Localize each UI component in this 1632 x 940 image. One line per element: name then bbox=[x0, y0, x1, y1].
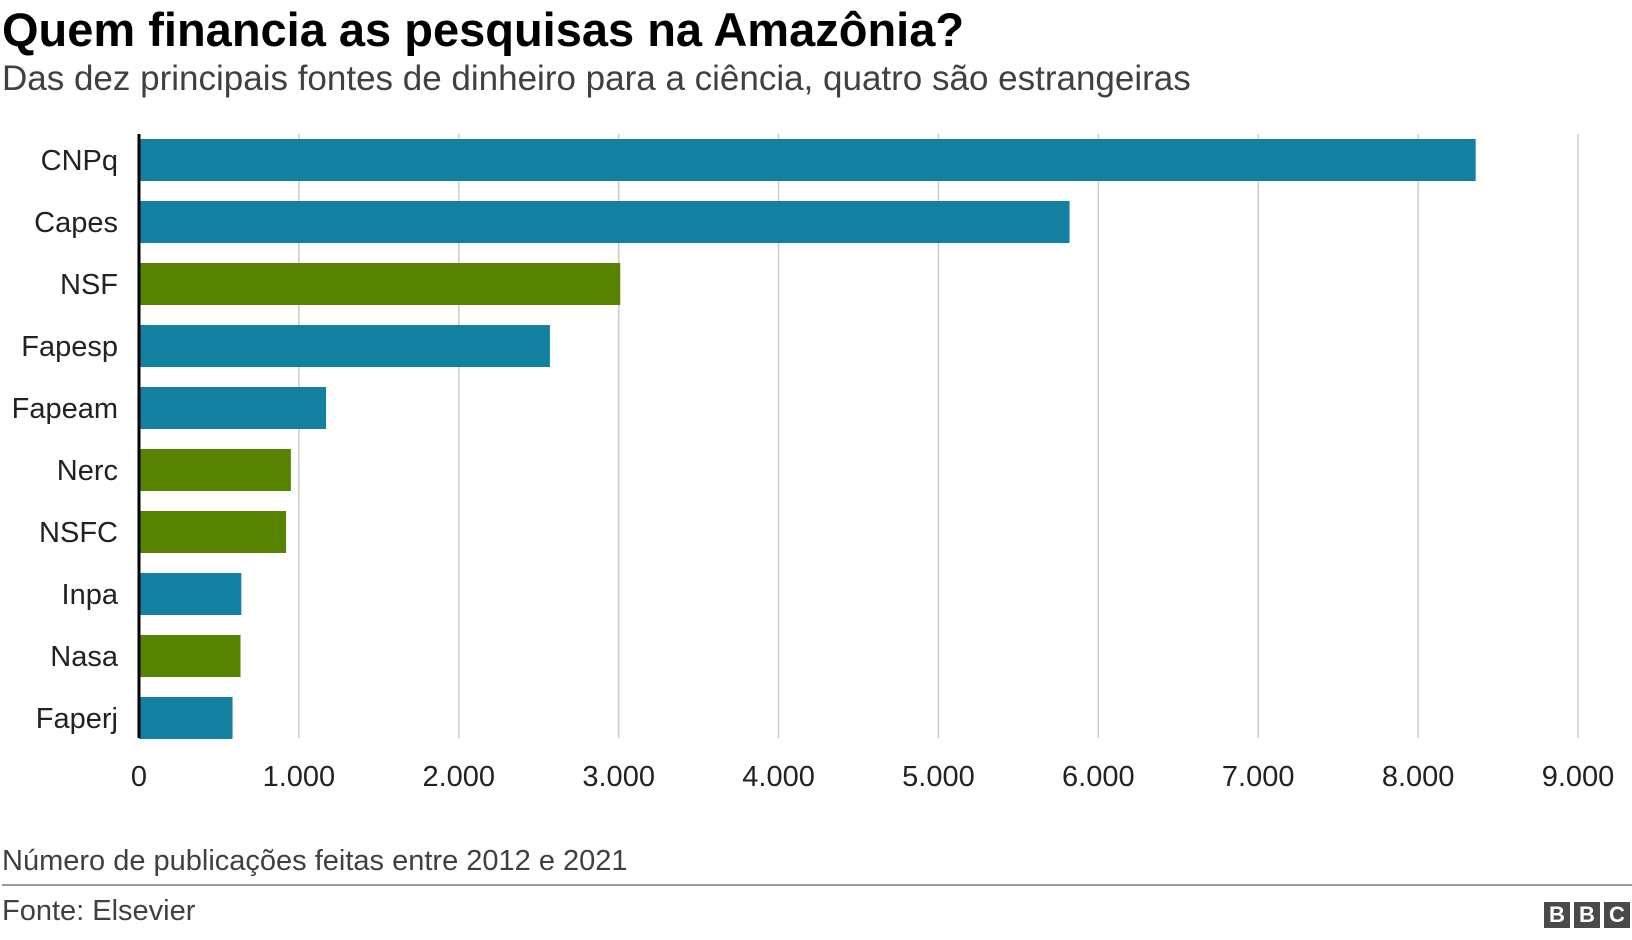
bar-fapeam bbox=[139, 387, 327, 429]
category-label-nsfc: NSFC bbox=[39, 517, 118, 549]
logo-letter-c: C bbox=[1604, 902, 1630, 928]
x-tick-label-5: 5.000 bbox=[902, 761, 975, 793]
bar-cnpq bbox=[139, 139, 1476, 181]
x-tick-label-1: 1.000 bbox=[263, 761, 336, 793]
logo-letter-b2: B bbox=[1574, 902, 1600, 928]
bar-faperj bbox=[139, 697, 233, 739]
bar-nsfc bbox=[139, 511, 287, 553]
x-tick-label-6: 6.000 bbox=[1062, 761, 1135, 793]
bar-nasa bbox=[139, 635, 241, 677]
x-tick-label-9: 9.000 bbox=[1542, 761, 1615, 793]
chart-subtitle: Das dez principais fontes de dinheiro pa… bbox=[2, 59, 1191, 98]
bar-nerc bbox=[139, 449, 291, 491]
category-label-fapeam: Fapeam bbox=[12, 393, 118, 425]
bbc-logo: B B C bbox=[1544, 902, 1630, 928]
category-label-cnpq: CNPq bbox=[41, 145, 118, 177]
category-label-capes: Capes bbox=[34, 207, 118, 239]
category-label-fapesp: Fapesp bbox=[21, 331, 118, 363]
chart-footnote: Número de publicações feitas entre 2012 … bbox=[2, 845, 628, 877]
category-label-faperj: Faperj bbox=[36, 703, 118, 735]
x-tick-label-3: 3.000 bbox=[582, 761, 655, 793]
footer-divider bbox=[2, 884, 1632, 886]
x-tick-label-8: 8.000 bbox=[1382, 761, 1455, 793]
category-label-nasa: Nasa bbox=[50, 641, 119, 673]
x-tick-label-4: 4.000 bbox=[742, 761, 815, 793]
bar-nsf bbox=[139, 263, 621, 305]
x-tick-label-7: 7.000 bbox=[1222, 761, 1295, 793]
x-tick-label-0: 0 bbox=[131, 761, 147, 793]
category-label-nerc: Nerc bbox=[57, 455, 118, 487]
bar-chart: CNPq Capes NSF Fapesp Fapeam Nerc NSFC Inpa Nasa… bbox=[12, 134, 1615, 793]
category-label-inpa: Inpa bbox=[62, 579, 119, 611]
category-label-nsf: NSF bbox=[60, 269, 118, 301]
logo-letter-b1: B bbox=[1544, 902, 1570, 928]
source-credit: Fonte: Elsevier bbox=[2, 895, 196, 927]
chart-title: Quem financia as pesquisas na Amazônia? bbox=[2, 3, 965, 56]
bar-fapesp bbox=[139, 325, 550, 367]
bar-inpa bbox=[139, 573, 242, 615]
x-tick-label-2: 2.000 bbox=[422, 761, 495, 793]
bar-capes bbox=[139, 201, 1070, 243]
